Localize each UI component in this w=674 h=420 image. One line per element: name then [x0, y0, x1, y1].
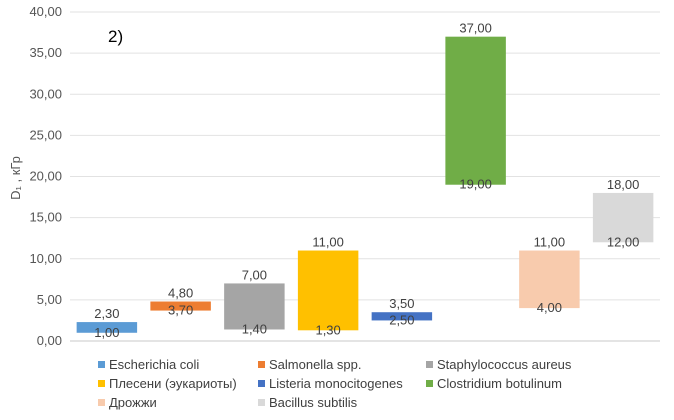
data-label-high: 7,00 — [242, 267, 267, 282]
legend-swatch — [258, 380, 265, 387]
bar — [224, 283, 285, 330]
y-tick-label: 15,00 — [29, 210, 62, 225]
y-tick-label: 5,00 — [37, 292, 62, 307]
legend-swatch — [426, 380, 433, 387]
legend-label: Salmonella spp. — [269, 357, 362, 372]
data-label-low: 3,70 — [168, 303, 193, 318]
legend-label: Bacillus subtilis — [269, 395, 358, 410]
data-label-high: 18,00 — [607, 177, 640, 192]
legend-swatch — [98, 399, 105, 406]
y-tick-label: 40,00 — [29, 4, 62, 19]
panel-label: 2) — [108, 27, 123, 46]
bar — [150, 301, 211, 311]
data-label-low: 1,40 — [242, 321, 267, 336]
y-tick-label: 20,00 — [29, 169, 62, 184]
legend-swatch — [258, 361, 265, 368]
legend: Escherichia coli Salmonella spp. Staphyloc… — [98, 357, 572, 410]
bar — [76, 322, 138, 333]
data-label-low: 4,00 — [537, 300, 562, 315]
legend-swatch — [426, 361, 433, 368]
y-axis-ticks: 0,00 5,00 10,00 15,00 20,00 25,00 30,00 35,00 40… — [29, 4, 62, 348]
legend-label: Staphylococcus aureus — [437, 357, 572, 372]
data-label-high: 11,00 — [312, 235, 344, 250]
bar — [297, 250, 359, 331]
bar — [592, 192, 654, 243]
data-labels: 2,30 1,00 4,80 3,70 7,00 1,40 11,00 1,30 3,502,5… — [94, 21, 639, 340]
data-label-high: 4,80 — [168, 286, 193, 301]
bars — [76, 36, 654, 333]
data-label-high: 3,50 — [389, 296, 414, 311]
data-label-low: 12,00 — [607, 234, 640, 249]
data-label-low: 1,00 — [94, 325, 119, 340]
y-tick-label: 25,00 — [29, 127, 62, 142]
legend-swatch — [98, 380, 105, 387]
data-label-high: 37,00 — [459, 21, 492, 36]
legend-label: Escherichia coli — [109, 357, 199, 372]
bar — [519, 250, 580, 309]
y-tick-label: 0,00 — [37, 333, 62, 348]
y-tick-label: 35,00 — [29, 45, 62, 60]
data-label-high: 2,30 — [94, 306, 119, 321]
bar — [371, 312, 433, 321]
legend-label: Listeria monocitogenes — [269, 376, 403, 391]
y-tick-label: 10,00 — [29, 251, 62, 266]
data-label-low: 2,50 — [389, 312, 414, 327]
data-label-high: 11,00 — [534, 235, 566, 250]
y-axis-title: D₁ , кГр — [8, 156, 23, 200]
legend-label: Дрожжи — [109, 395, 157, 410]
legend-label: Clostridium botulinum — [437, 376, 562, 391]
legend-swatch — [98, 361, 105, 368]
legend-swatch — [258, 399, 265, 406]
y-tick-label: 30,00 — [29, 86, 62, 101]
legend-label: Плесени (эукариоты) — [109, 376, 237, 391]
gridlines — [70, 11, 660, 342]
data-label-low: 19,00 — [459, 177, 492, 192]
bar — [445, 36, 506, 185]
data-label-low: 1,30 — [315, 322, 340, 337]
